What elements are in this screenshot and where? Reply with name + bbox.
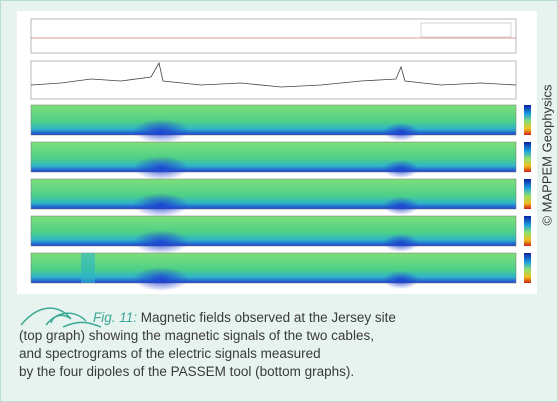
caption-line: and spectrograms of the electric signals… <box>19 346 321 361</box>
caption-line: (top graph) showing the magnetic signals… <box>19 328 374 343</box>
top-graph-legend <box>420 22 512 38</box>
wave-icon <box>20 307 102 328</box>
caption-line: Fig. 11: Magnetic fields observed at the… <box>93 309 396 327</box>
credit: © MAPPEM Geophysics <box>539 84 555 226</box>
caption-label: Fig. 11: <box>93 310 138 325</box>
caption-line: by the four dipoles of the PASSEM tool (… <box>19 364 355 379</box>
spectrogram-band <box>81 253 95 283</box>
signal-line <box>30 61 517 88</box>
caption-text: Magnetic fields observed at the Jersey s… <box>140 310 396 325</box>
